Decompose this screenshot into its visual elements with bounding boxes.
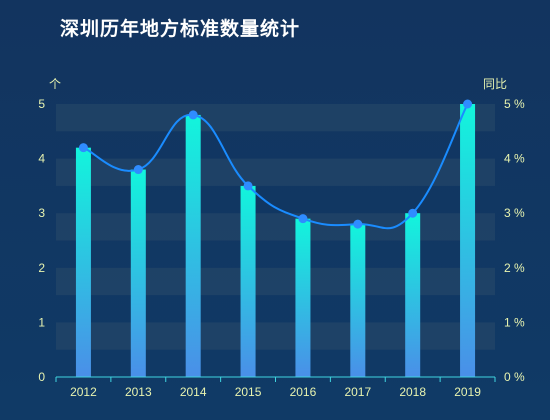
grid-band	[56, 322, 495, 350]
y-tick-label-left: 5	[38, 97, 45, 111]
x-tick-label: 2014	[180, 385, 207, 399]
grid-band	[56, 267, 495, 296]
bar[interactable]	[405, 213, 421, 377]
line-point[interactable]	[408, 208, 418, 218]
y-tick-label-right: 5 %	[504, 97, 525, 111]
grid-band	[56, 158, 495, 186]
x-tick-label: 2013	[125, 385, 152, 399]
bar[interactable]	[350, 224, 366, 377]
bar[interactable]	[75, 147, 91, 377]
grid-band	[56, 213, 495, 241]
line-point[interactable]	[78, 143, 88, 153]
x-tick-label: 2015	[235, 385, 262, 399]
bar[interactable]	[295, 218, 311, 377]
y-axis-right-label: 同比	[483, 77, 507, 91]
line-point[interactable]	[463, 99, 473, 109]
grid-bands	[56, 104, 495, 350]
y-tick-label-left: 2	[38, 261, 45, 275]
y-tick-label-left: 3	[38, 206, 45, 220]
y-tick-label-left: 1	[38, 315, 45, 329]
y-tick-label-left: 0	[38, 370, 45, 384]
bar-series	[75, 104, 476, 378]
y-tick-label-left: 4	[38, 152, 45, 166]
y-tick-label-right: 3 %	[504, 206, 525, 220]
chart-title: 深圳历年地方标准数量统计	[60, 19, 301, 40]
line-point[interactable]	[133, 165, 143, 175]
x-tick-label: 2018	[399, 385, 426, 399]
bar[interactable]	[130, 169, 146, 377]
line-point[interactable]	[298, 214, 308, 224]
x-tick-label: 2016	[290, 385, 317, 399]
line-series	[78, 99, 473, 230]
line-point[interactable]	[243, 181, 253, 191]
line-point[interactable]	[353, 219, 363, 229]
y-axis-left-label: 个	[49, 77, 61, 91]
y-tick-label-right: 1 %	[504, 315, 525, 329]
y-tick-label-right: 4 %	[504, 152, 525, 166]
grid-band	[56, 104, 495, 132]
x-tick-label: 2019	[454, 385, 481, 399]
x-tick-label: 2017	[344, 385, 371, 399]
bar[interactable]	[460, 104, 476, 377]
line-point[interactable]	[188, 110, 198, 120]
y-tick-label-right: 2 %	[504, 261, 525, 275]
bar[interactable]	[240, 185, 256, 377]
bar[interactable]	[185, 114, 201, 378]
y-tick-label-right: 0 %	[504, 370, 525, 384]
x-tick-label: 2012	[70, 385, 97, 399]
axes: 2012 2013 2014 2015 2016 2017 2018 2019 0 1 2 3 4 5 0 …	[38, 97, 525, 399]
